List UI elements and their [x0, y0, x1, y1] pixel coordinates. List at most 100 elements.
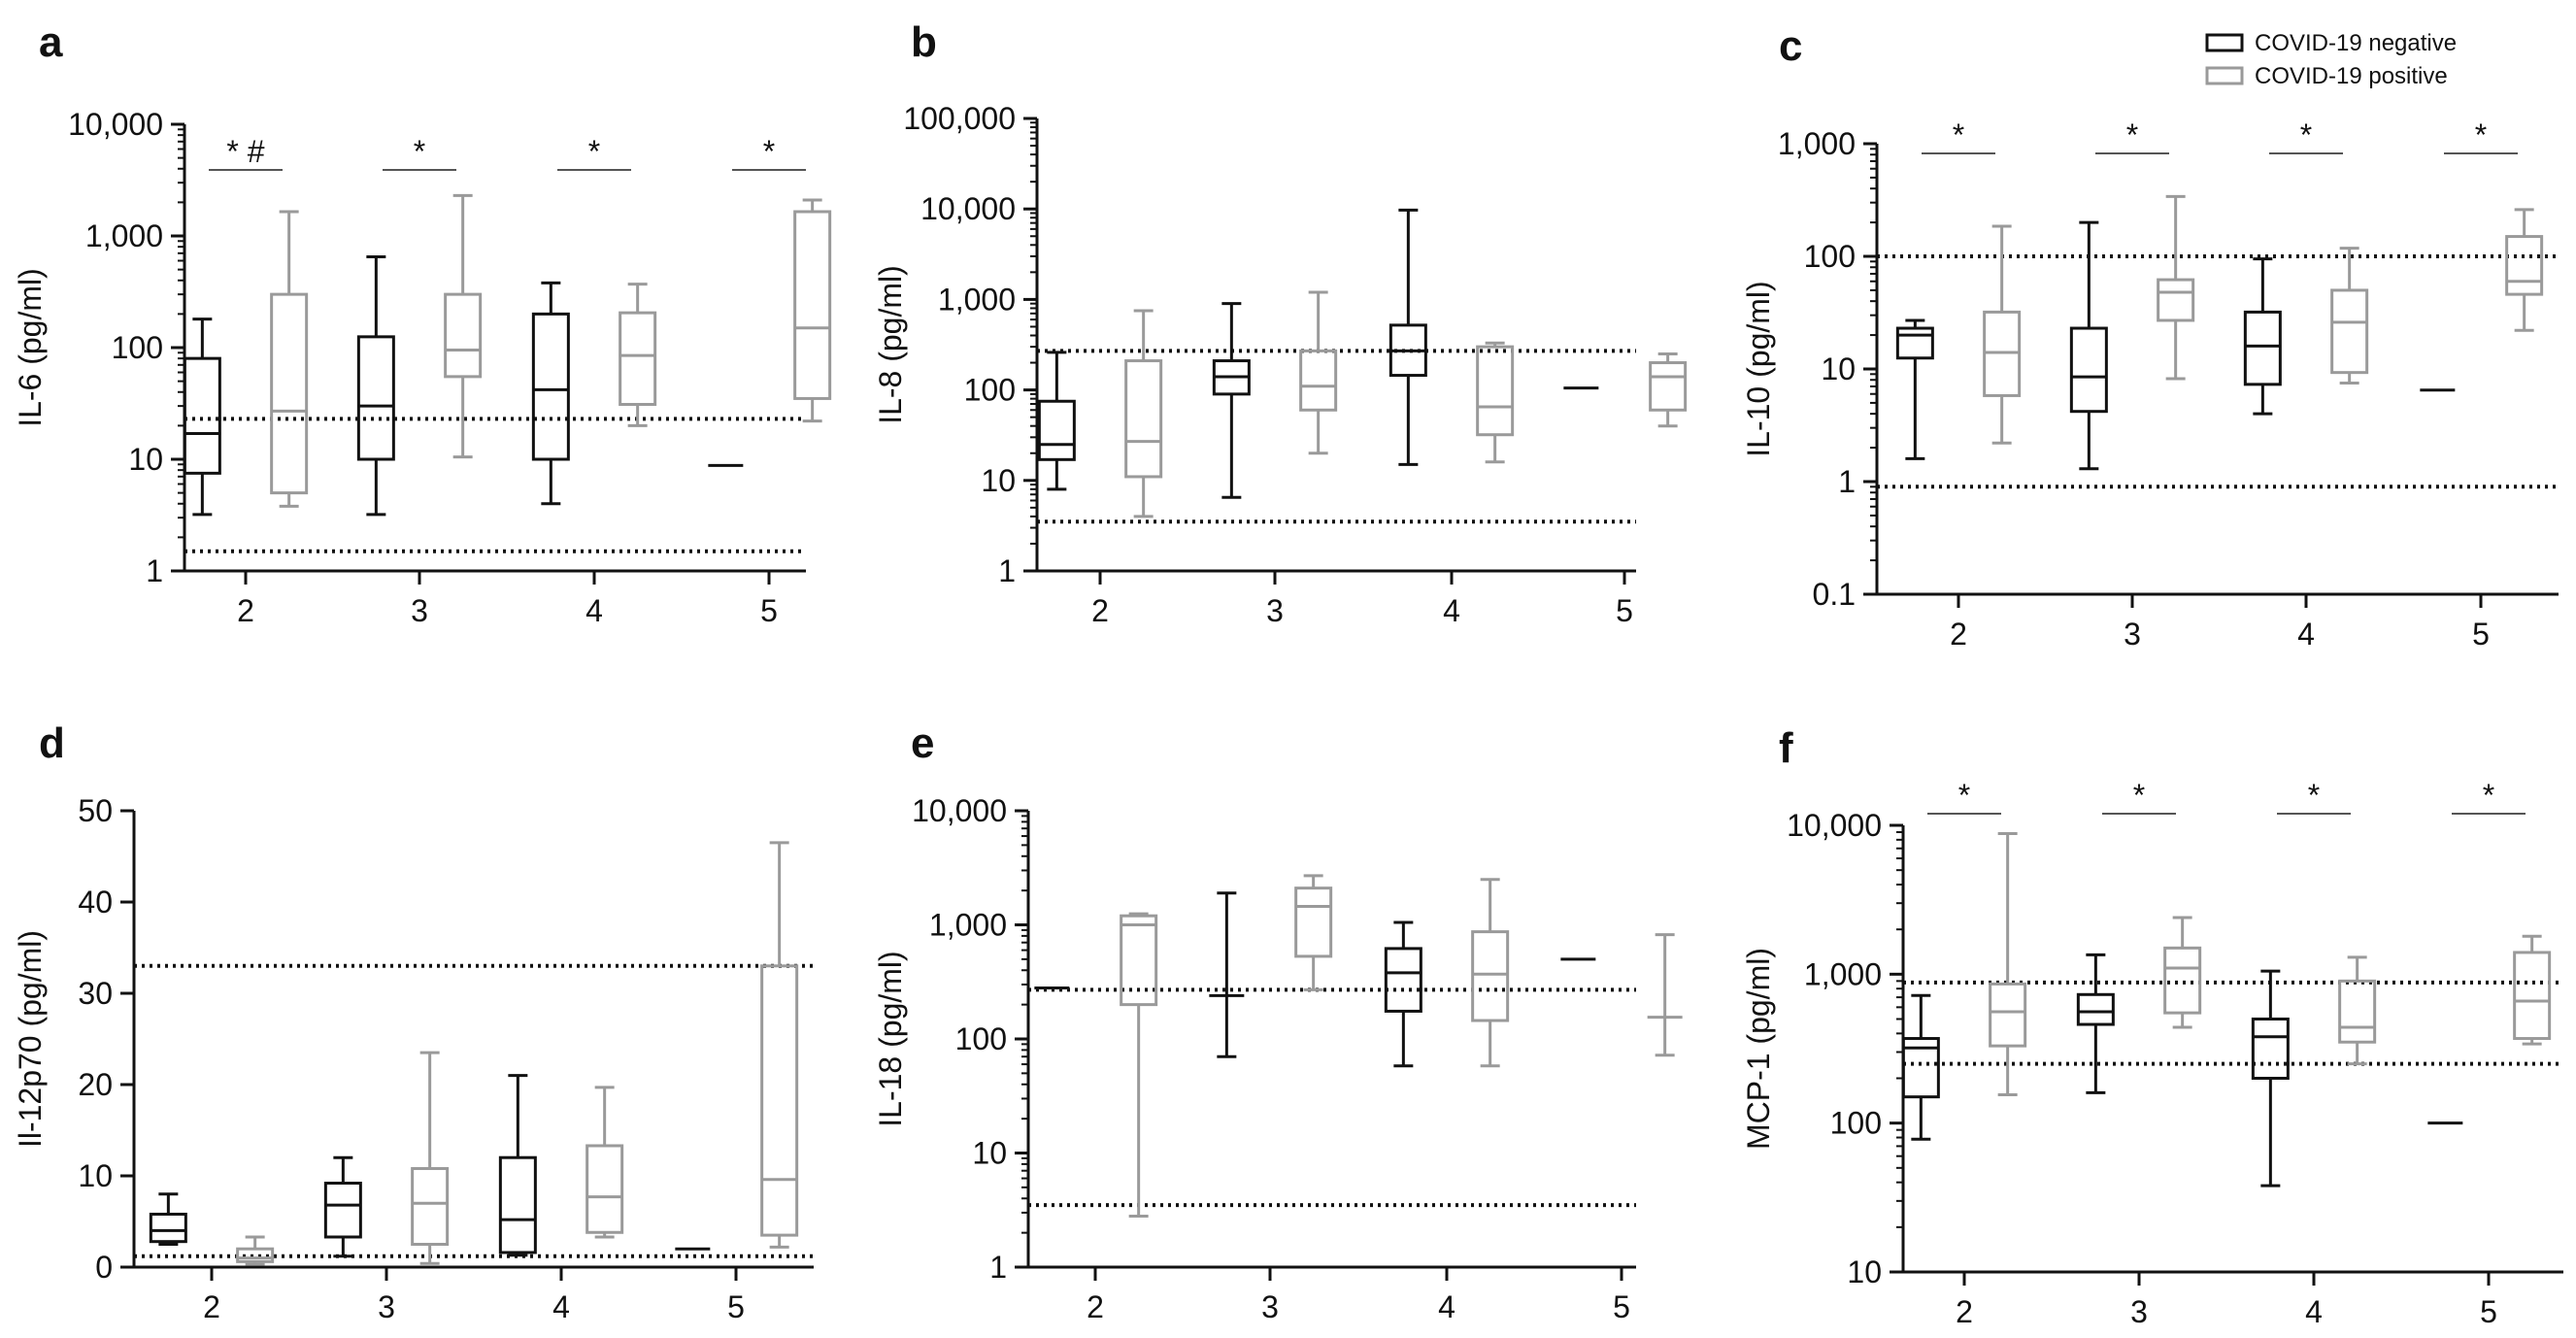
y-axis-title: Il-12p70 (pg/ml) — [13, 930, 48, 1148]
x-tick-label: 4 — [2297, 617, 2315, 652]
box-positive-5 — [1647, 933, 1683, 1057]
box-iqr — [1299, 349, 1338, 412]
y-tick-label: 100 — [112, 330, 163, 365]
x-tick-label: 2 — [1956, 1294, 1973, 1329]
box-positive-3 — [2163, 916, 2202, 1029]
y-tick-label: 10 — [1847, 1254, 1882, 1289]
panel-letter: e — [911, 719, 934, 767]
box-negative-2 — [149, 1192, 187, 1246]
significance-marker: * # — [226, 134, 264, 169]
x-tick-label: 4 — [1443, 593, 1460, 628]
box-positive-2 — [236, 1235, 275, 1266]
y-tick-label: 0.1 — [1813, 577, 1856, 612]
box-iqr — [1471, 930, 1510, 1022]
box-negative-4 — [2251, 969, 2290, 1187]
y-tick-label: 100 — [964, 373, 1016, 408]
box-iqr — [1649, 361, 1688, 412]
box-iqr — [498, 1155, 537, 1254]
significance-marker: * — [588, 134, 600, 169]
box-positive-5 — [760, 841, 799, 1249]
box-positive-5 — [793, 198, 832, 423]
box-negative-3 — [356, 255, 395, 517]
x-tick-label: 2 — [1091, 593, 1109, 628]
box-negative-3 — [323, 1155, 362, 1258]
x-tick-label: 3 — [2124, 617, 2141, 652]
x-tick-label: 4 — [552, 1289, 570, 1324]
panel-e: e IL-18 (pg/ml) 1 10 100 1,000 10,000 2 3 4 5 — [873, 719, 1683, 1324]
significance-marker: * — [1958, 778, 1970, 813]
box-negative-3 — [1209, 891, 1245, 1058]
box-iqr — [2505, 235, 2544, 296]
y-axis-title: MCP-1 (pg/ml) — [1741, 948, 1776, 1150]
x-tick-label: 2 — [1087, 1289, 1104, 1324]
box-negative-4 — [1388, 208, 1427, 466]
box-iqr — [183, 356, 221, 475]
x-tick-label: 3 — [2130, 1294, 2148, 1329]
box-iqr — [1294, 886, 1333, 958]
box-positive-2 — [1124, 309, 1163, 518]
x-tick-label: 5 — [1613, 1289, 1630, 1324]
box-negative-3 — [2069, 220, 2108, 471]
x-tick-label: 3 — [378, 1289, 395, 1324]
significance-marker: * — [2133, 778, 2145, 813]
y-tick-label: 10,000 — [68, 107, 163, 142]
box-positive-4 — [619, 283, 657, 427]
box-positive-5 — [2513, 934, 2552, 1046]
box-iqr — [2513, 951, 2552, 1041]
x-tick-label: 2 — [237, 593, 254, 628]
box-negative-4 — [498, 1074, 537, 1257]
box-negative-3 — [2076, 953, 2115, 1094]
significance-marker: * — [2126, 117, 2138, 152]
panel-letter: a — [39, 18, 63, 66]
y-axis-title: IL-6 (pg/ml) — [13, 268, 48, 427]
y-tick-label: 1,000 — [929, 908, 1007, 943]
y-tick-label: 10,000 — [912, 793, 1007, 828]
y-axis-title: IL-8 (pg/ml) — [873, 265, 908, 424]
box-positive-3 — [411, 1051, 450, 1265]
x-tick-label: 2 — [1950, 617, 1967, 652]
box-positive-4 — [2338, 955, 2377, 1066]
box-negative-4 — [1384, 920, 1422, 1068]
y-tick-label: 1 — [146, 553, 163, 588]
box-iqr — [1120, 914, 1158, 1007]
x-tick-label: 5 — [2472, 617, 2490, 652]
y-tick-label: 20 — [78, 1067, 113, 1102]
box-iqr — [356, 335, 395, 461]
box-iqr — [2243, 310, 2282, 386]
box-iqr — [1901, 1037, 1940, 1099]
box-iqr — [760, 964, 799, 1237]
panel-a: a IL-6 (pg/ml) 1 10 100 1,000 10,000 2 3 4 5 * # * * * — [13, 18, 832, 628]
panel-letter: b — [911, 18, 937, 66]
box-iqr — [236, 1247, 275, 1263]
box-iqr — [1124, 359, 1163, 479]
significance-marker: * — [1953, 117, 1964, 152]
box-negative-2 — [183, 318, 221, 517]
y-tick-label: 40 — [78, 885, 113, 920]
box-iqr — [323, 1182, 362, 1239]
y-tick-label: 10 — [972, 1136, 1007, 1171]
box-negative-3 — [1212, 302, 1251, 499]
box-iqr — [2330, 288, 2369, 375]
box-iqr — [411, 1166, 450, 1246]
box-iqr — [1895, 326, 1934, 360]
box-iqr — [619, 311, 657, 406]
y-tick-label: 10 — [981, 463, 1016, 498]
x-tick-label: 2 — [203, 1289, 220, 1324]
box-iqr — [2163, 946, 2202, 1015]
panel-letter: d — [39, 719, 65, 767]
y-tick-label: 1,000 — [1778, 126, 1856, 161]
box-positive-4 — [1471, 878, 1510, 1068]
panel-b: b IL-8 (pg/ml) 1 10 100 1,000 10,000 100,000 2 3 4… — [873, 18, 1688, 628]
legend: COVID-19 negative COVID-19 positive — [2205, 30, 2457, 89]
y-tick-label: 10 — [78, 1158, 113, 1193]
box-iqr — [1384, 947, 1422, 1013]
box-negative-4 — [531, 281, 570, 506]
x-tick-label: 5 — [2480, 1294, 2497, 1329]
y-tick-label: 10 — [128, 442, 163, 477]
y-axis-title: IL-18 (pg/ml) — [873, 951, 908, 1126]
box-iqr — [270, 292, 309, 495]
significance-marker: * — [2308, 778, 2320, 813]
y-tick-label: 1 — [989, 1250, 1007, 1285]
box-iqr — [793, 210, 832, 400]
